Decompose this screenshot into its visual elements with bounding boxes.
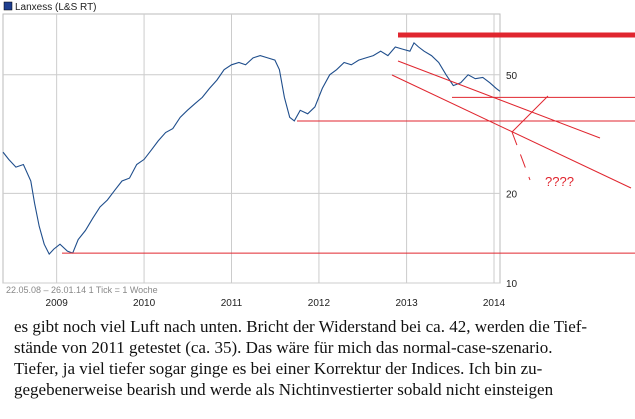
chart-legend: Lanxess (L&S RT) [3,1,97,13]
y-tick-label: 50 [506,71,518,82]
caption-line: gegebenerweise bearish und werde als Nic… [14,380,554,399]
caption-line: es gibt noch viel Luft nach unten. Brich… [14,317,588,336]
x-tick-label: 2014 [483,298,506,309]
annotation-layer: ???? [62,32,635,254]
question-marks: ???? [545,174,574,189]
x-tick-label: 2013 [395,298,418,309]
grid-layer [2,13,501,284]
y-tick-label: 20 [506,189,518,200]
downtrend-channel-upper [397,60,601,139]
x-tick-label: 2012 [308,298,331,309]
x-tick-label: 2009 [46,298,69,309]
caption-line: Tiefer, ja viel tiefer sogar ginge es be… [14,359,543,378]
caption-line: stände von 2011 getestet (ca. 35). Das w… [14,338,553,357]
x-tick-label: 2011 [221,298,243,309]
x-tick-label: 2010 [133,298,156,309]
axis-layer: 10 20 50 2009 2010 2011 2012 2013 2014 22.05.08 –… [6,71,518,309]
breakdown-arrow-dashed [511,131,531,181]
plot-frame [2,13,501,284]
price-chart: ???? 10 20 50 2009 2010 2011 2012 2013 2014 22.05… [2,1,635,309]
breakout-arrow-up [511,95,549,133]
price-line [2,42,501,256]
chart-title: Lanxess (L&S RT) [15,2,97,13]
legend-swatch [3,1,13,11]
series-layer [2,42,501,256]
chart-svg: ???? 10 20 50 2009 2010 2011 2012 2013 2014 22.05… [2,1,635,309]
caption-text: es gibt noch viel Luft nach unten. Brich… [14,316,632,400]
y-tick-label: 10 [506,279,518,290]
downtrend-channel-lower [391,74,632,189]
date-range-label: 22.05.08 – 26.01.14 1 Tick = 1 Woche [6,285,158,295]
